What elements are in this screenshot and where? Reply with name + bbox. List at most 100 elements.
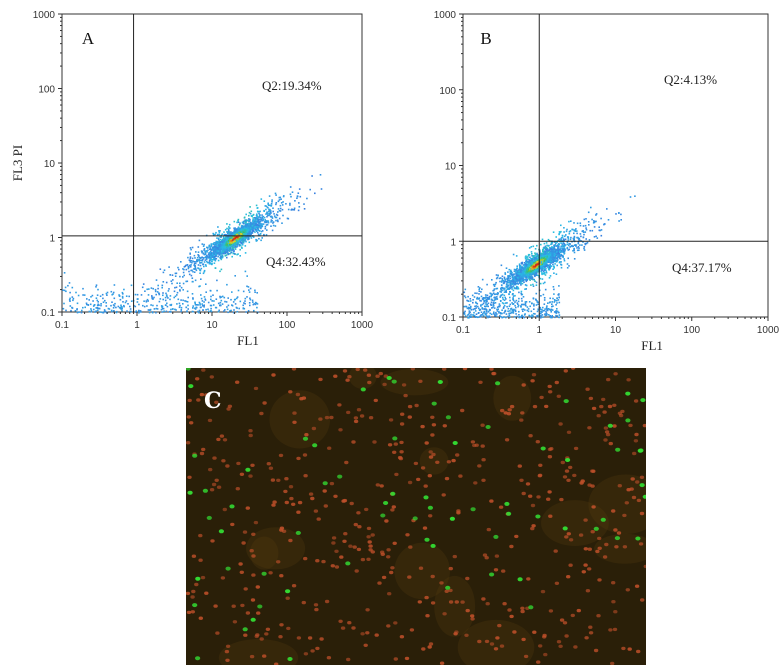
event-dot — [136, 301, 139, 303]
event-dot — [320, 188, 323, 190]
event-dot — [577, 236, 579, 239]
event-dot — [209, 251, 212, 254]
event-dot — [472, 299, 474, 301]
event-dot — [583, 247, 585, 250]
event-dot — [226, 238, 229, 241]
event-dot — [206, 246, 208, 249]
event-dot — [241, 238, 244, 241]
event-dot — [311, 175, 313, 177]
event-dot — [149, 308, 152, 311]
event-dot — [174, 286, 176, 289]
event-dot — [492, 301, 495, 304]
event-dot — [553, 244, 555, 247]
event-dot — [244, 300, 246, 302]
event-dot — [197, 310, 199, 313]
event-dot — [467, 300, 470, 302]
event-dot — [563, 243, 566, 246]
event-dot — [560, 261, 562, 263]
event-dot — [557, 255, 559, 258]
event-dot — [123, 304, 125, 307]
event-dot — [518, 282, 521, 284]
event-dot — [240, 231, 242, 233]
event-dot — [254, 229, 257, 231]
event-dot — [219, 250, 222, 253]
event-dot — [252, 230, 255, 232]
event-dot — [558, 243, 560, 245]
event-dot — [231, 255, 233, 258]
event-dot — [198, 256, 201, 259]
event-dot — [570, 236, 572, 239]
event-dot — [201, 305, 204, 307]
event-dot — [543, 309, 545, 312]
event-dot — [556, 310, 559, 313]
event-dot — [478, 307, 480, 310]
event-dot — [260, 198, 263, 200]
event-dot — [217, 243, 219, 245]
event-dot — [515, 306, 517, 309]
event-dot — [277, 211, 279, 213]
event-dot — [517, 279, 520, 282]
event-dot — [486, 300, 488, 302]
event-dot — [200, 261, 203, 264]
event-dot — [540, 309, 543, 311]
event-dot — [261, 216, 263, 219]
event-dot — [520, 297, 523, 300]
event-dot — [480, 314, 482, 316]
event-dot — [494, 302, 497, 304]
event-dot — [516, 282, 518, 285]
event-dot — [530, 284, 532, 286]
event-dot — [191, 277, 194, 279]
event-dot — [205, 291, 207, 293]
event-dot — [216, 245, 219, 248]
event-dot — [225, 236, 227, 238]
event-dot — [146, 298, 149, 301]
event-dot — [204, 299, 207, 301]
event-dot — [541, 269, 543, 272]
event-dot — [229, 237, 231, 239]
event-dot — [152, 304, 154, 307]
event-dot — [247, 310, 250, 312]
event-dot — [525, 301, 528, 303]
event-dot — [211, 255, 213, 257]
event-dot — [227, 239, 230, 242]
event-dot — [263, 216, 266, 219]
event-dot — [511, 309, 514, 312]
event-dot — [83, 294, 86, 296]
event-dot — [233, 250, 235, 253]
event-dot — [220, 241, 222, 243]
event-dot — [180, 310, 182, 313]
event-dot — [515, 273, 518, 275]
event-dot — [206, 255, 209, 258]
event-dot — [573, 249, 575, 252]
event-dot — [161, 286, 163, 289]
event-dot — [490, 303, 492, 306]
event-dot — [514, 294, 516, 297]
event-dot — [472, 301, 474, 304]
event-dot — [244, 239, 247, 241]
event-dot — [231, 239, 234, 242]
event-dot — [590, 206, 592, 209]
event-dot — [246, 285, 248, 288]
event-dot — [485, 297, 488, 299]
event-dot — [515, 255, 518, 257]
event-dot — [216, 289, 218, 292]
event-dot — [536, 252, 538, 255]
event-dot — [528, 275, 531, 277]
event-dot — [515, 299, 518, 302]
event-dot — [251, 224, 254, 227]
event-dot — [551, 315, 553, 317]
event-dot — [245, 222, 247, 225]
event-dot — [203, 304, 205, 306]
event-dot — [252, 224, 255, 226]
event-dot — [595, 220, 597, 223]
event-dot — [542, 282, 545, 285]
event-dot — [510, 270, 512, 273]
event-dot — [245, 228, 248, 230]
event-dot — [503, 291, 506, 293]
event-dot — [241, 226, 244, 229]
event-dot — [564, 249, 566, 252]
event-dot — [475, 313, 478, 315]
event-dot — [478, 293, 480, 295]
event-dot — [496, 297, 498, 300]
event-dot — [531, 314, 533, 316]
